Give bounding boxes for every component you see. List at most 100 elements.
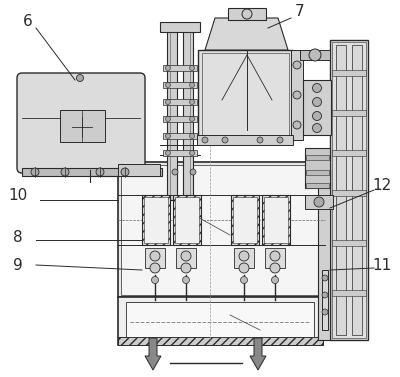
Circle shape: [312, 83, 322, 92]
Circle shape: [270, 251, 280, 261]
Bar: [163, 82, 197, 88]
Circle shape: [312, 98, 322, 106]
Circle shape: [166, 66, 170, 70]
Bar: [144, 197, 168, 243]
Circle shape: [240, 276, 248, 284]
Circle shape: [272, 276, 278, 284]
Bar: [332, 190, 366, 196]
Bar: [160, 22, 200, 32]
Bar: [352, 45, 362, 335]
Circle shape: [190, 116, 194, 121]
Circle shape: [96, 168, 104, 176]
Bar: [306, 155, 329, 160]
Circle shape: [182, 276, 190, 284]
Text: 6: 6: [23, 14, 33, 29]
Circle shape: [61, 168, 69, 176]
Bar: [262, 195, 290, 245]
Bar: [330, 40, 368, 340]
Bar: [118, 162, 323, 297]
Text: 9: 9: [13, 257, 23, 273]
Bar: [318, 170, 330, 340]
Circle shape: [190, 150, 194, 155]
Circle shape: [190, 133, 194, 138]
Bar: [163, 133, 197, 139]
Bar: [175, 197, 199, 243]
Circle shape: [312, 124, 322, 132]
Bar: [118, 337, 323, 345]
Bar: [306, 183, 329, 188]
Bar: [228, 8, 266, 20]
Circle shape: [277, 137, 283, 143]
Bar: [322, 270, 328, 330]
Bar: [167, 30, 177, 200]
Bar: [126, 302, 314, 337]
Bar: [332, 240, 366, 246]
Bar: [197, 135, 293, 145]
Bar: [173, 195, 201, 245]
Circle shape: [166, 83, 170, 87]
Circle shape: [314, 197, 324, 207]
Circle shape: [76, 75, 84, 81]
Bar: [291, 50, 303, 140]
Circle shape: [293, 61, 301, 69]
Circle shape: [152, 276, 158, 284]
Bar: [305, 195, 333, 209]
Circle shape: [31, 168, 39, 176]
Bar: [264, 197, 288, 243]
Bar: [231, 195, 259, 245]
Bar: [176, 248, 196, 268]
Circle shape: [172, 169, 178, 175]
Circle shape: [121, 168, 129, 176]
Bar: [142, 195, 170, 245]
Bar: [306, 170, 329, 175]
Text: 7: 7: [295, 5, 305, 20]
Circle shape: [166, 100, 170, 104]
Bar: [163, 116, 197, 122]
Circle shape: [150, 263, 160, 273]
Bar: [336, 45, 346, 335]
Circle shape: [293, 121, 301, 129]
Bar: [118, 164, 160, 176]
Bar: [332, 290, 366, 296]
Circle shape: [222, 137, 228, 143]
Bar: [60, 110, 105, 142]
Bar: [233, 197, 257, 243]
Polygon shape: [145, 338, 161, 370]
Polygon shape: [250, 338, 266, 370]
Circle shape: [242, 9, 252, 19]
Circle shape: [322, 292, 328, 298]
Bar: [22, 168, 162, 176]
Bar: [332, 150, 366, 156]
FancyBboxPatch shape: [17, 73, 145, 173]
Bar: [332, 110, 366, 116]
Circle shape: [166, 116, 170, 121]
Circle shape: [181, 251, 191, 261]
Bar: [265, 248, 285, 268]
Polygon shape: [300, 50, 330, 60]
Circle shape: [181, 263, 191, 273]
Bar: [305, 148, 330, 188]
Circle shape: [322, 275, 328, 281]
Circle shape: [257, 137, 263, 143]
Bar: [163, 150, 197, 156]
Bar: [145, 248, 165, 268]
Circle shape: [190, 169, 196, 175]
Circle shape: [190, 83, 194, 87]
Circle shape: [312, 112, 322, 121]
Text: 11: 11: [372, 257, 392, 273]
Bar: [183, 30, 193, 200]
Text: 12: 12: [372, 178, 392, 193]
Bar: [118, 297, 323, 345]
Circle shape: [309, 49, 321, 61]
Bar: [234, 248, 254, 268]
Circle shape: [190, 66, 194, 70]
Bar: [163, 65, 197, 71]
Bar: [121, 165, 320, 295]
Text: 8: 8: [13, 230, 23, 245]
Circle shape: [166, 133, 170, 138]
Circle shape: [270, 263, 280, 273]
Bar: [202, 53, 289, 137]
Bar: [332, 42, 366, 338]
Circle shape: [190, 100, 194, 104]
Circle shape: [166, 150, 170, 155]
